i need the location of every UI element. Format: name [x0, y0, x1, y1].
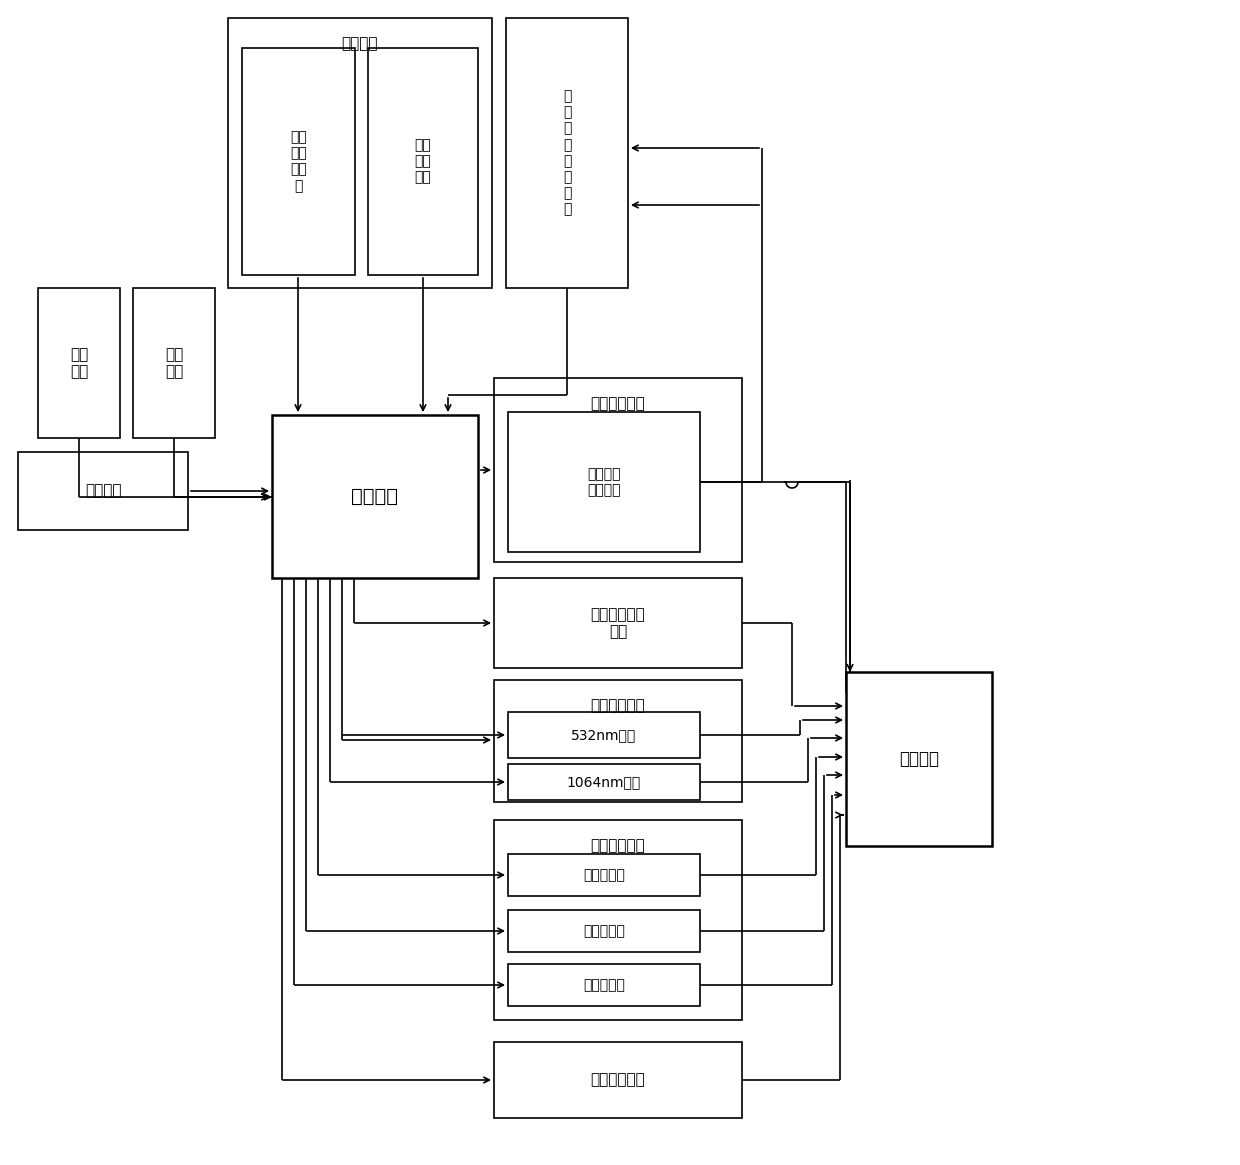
Bar	[508, 712, 701, 758]
Text: 波形设置模块: 波形设置模块	[590, 838, 645, 853]
Bar	[494, 377, 742, 562]
Bar	[272, 415, 477, 578]
Text: 能量设置模块: 能量设置模块	[590, 396, 645, 411]
Text: 光斑直径设置
模块: 光斑直径设置 模块	[590, 607, 645, 640]
Text: 氙灯电压
调节单元: 氙灯电压 调节单元	[588, 467, 621, 497]
Bar	[494, 820, 742, 1021]
Text: 双脉冲单元: 双脉冲单元	[583, 924, 625, 938]
Text: 冷却模块: 冷却模块	[342, 36, 378, 51]
Bar	[508, 963, 701, 1007]
Bar	[508, 854, 701, 896]
Text: 报警
模块: 报警 模块	[165, 347, 184, 379]
Bar	[508, 764, 701, 800]
Text: 计数模块: 计数模块	[84, 483, 122, 499]
Bar	[846, 672, 992, 846]
Text: 水循
环检
测单
元: 水循 环检 测单 元	[290, 130, 306, 192]
Bar	[368, 48, 477, 275]
Bar	[494, 1042, 742, 1118]
Text: 激光电源: 激光电源	[899, 750, 939, 768]
Text: 控制模块: 控制模块	[351, 487, 398, 506]
Bar	[506, 17, 627, 288]
Text: 长脉冲单元: 长脉冲单元	[583, 977, 625, 993]
Bar	[494, 680, 742, 802]
Bar	[19, 452, 188, 530]
Text: 能
量
密
度
生
成
模
块: 能 量 密 度 生 成 模 块	[563, 90, 572, 217]
Text: 波长设置模块: 波长设置模块	[590, 698, 645, 713]
Bar	[38, 288, 120, 438]
Bar	[494, 578, 742, 668]
Text: 频率设置模块: 频率设置模块	[590, 1073, 645, 1087]
Bar	[508, 412, 701, 552]
Text: 532nm单元: 532nm单元	[572, 728, 636, 742]
Text: 显示
模块: 显示 模块	[69, 347, 88, 379]
Text: 单脉冲单元: 单脉冲单元	[583, 868, 625, 882]
Bar	[228, 17, 492, 288]
Bar	[242, 48, 355, 275]
Bar	[508, 910, 701, 952]
Text: 1064nm单元: 1064nm单元	[567, 775, 641, 789]
Text: 水温
检测
单元: 水温 检测 单元	[414, 139, 432, 185]
Bar	[133, 288, 215, 438]
